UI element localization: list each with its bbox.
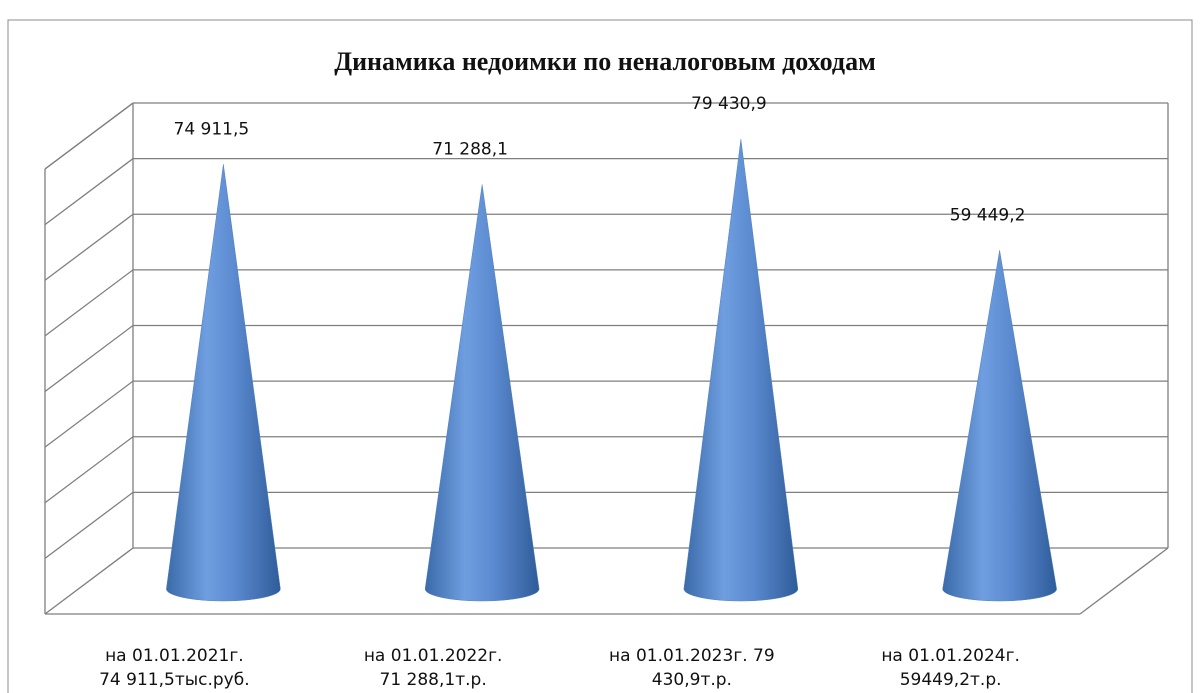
floor-edge [1079,547,1169,615]
x-tick-label: 59449,2т.р. [900,670,1002,690]
grid-line [44,269,134,337]
x-tick-label: на 01.01.2022г. [364,646,503,666]
cone [424,184,540,602]
grid-line [44,436,134,504]
x-tick-label: 74 911,5тыс.руб. [99,670,250,690]
cone [942,250,1057,602]
cone [683,139,799,602]
x-tick-label: на 01.01.2023г. 79 [609,646,775,666]
grid-line [44,158,134,226]
x-tick-label: 430,9т.р. [652,670,732,690]
cone [166,164,281,602]
data-label: 59 449,2 [950,205,1026,225]
grid-line [44,213,134,281]
data-label: 71 288,1 [432,139,508,159]
x-tick-label: 71 288,1т.р. [380,670,487,690]
grid-line [44,324,134,393]
x-tick-label: на 01.01.2021г. [105,646,244,666]
data-label: 74 911,5 [174,119,250,139]
grid-line [44,380,134,448]
x-tick-label: на 01.01.2024г. [881,646,1020,666]
grid-line [44,547,134,615]
grid-line [44,491,134,559]
data-label: 79 430,9 [691,94,767,114]
grid-line [44,102,134,170]
chart-title: Динамика недоимки по неналоговым доходам [334,47,876,76]
